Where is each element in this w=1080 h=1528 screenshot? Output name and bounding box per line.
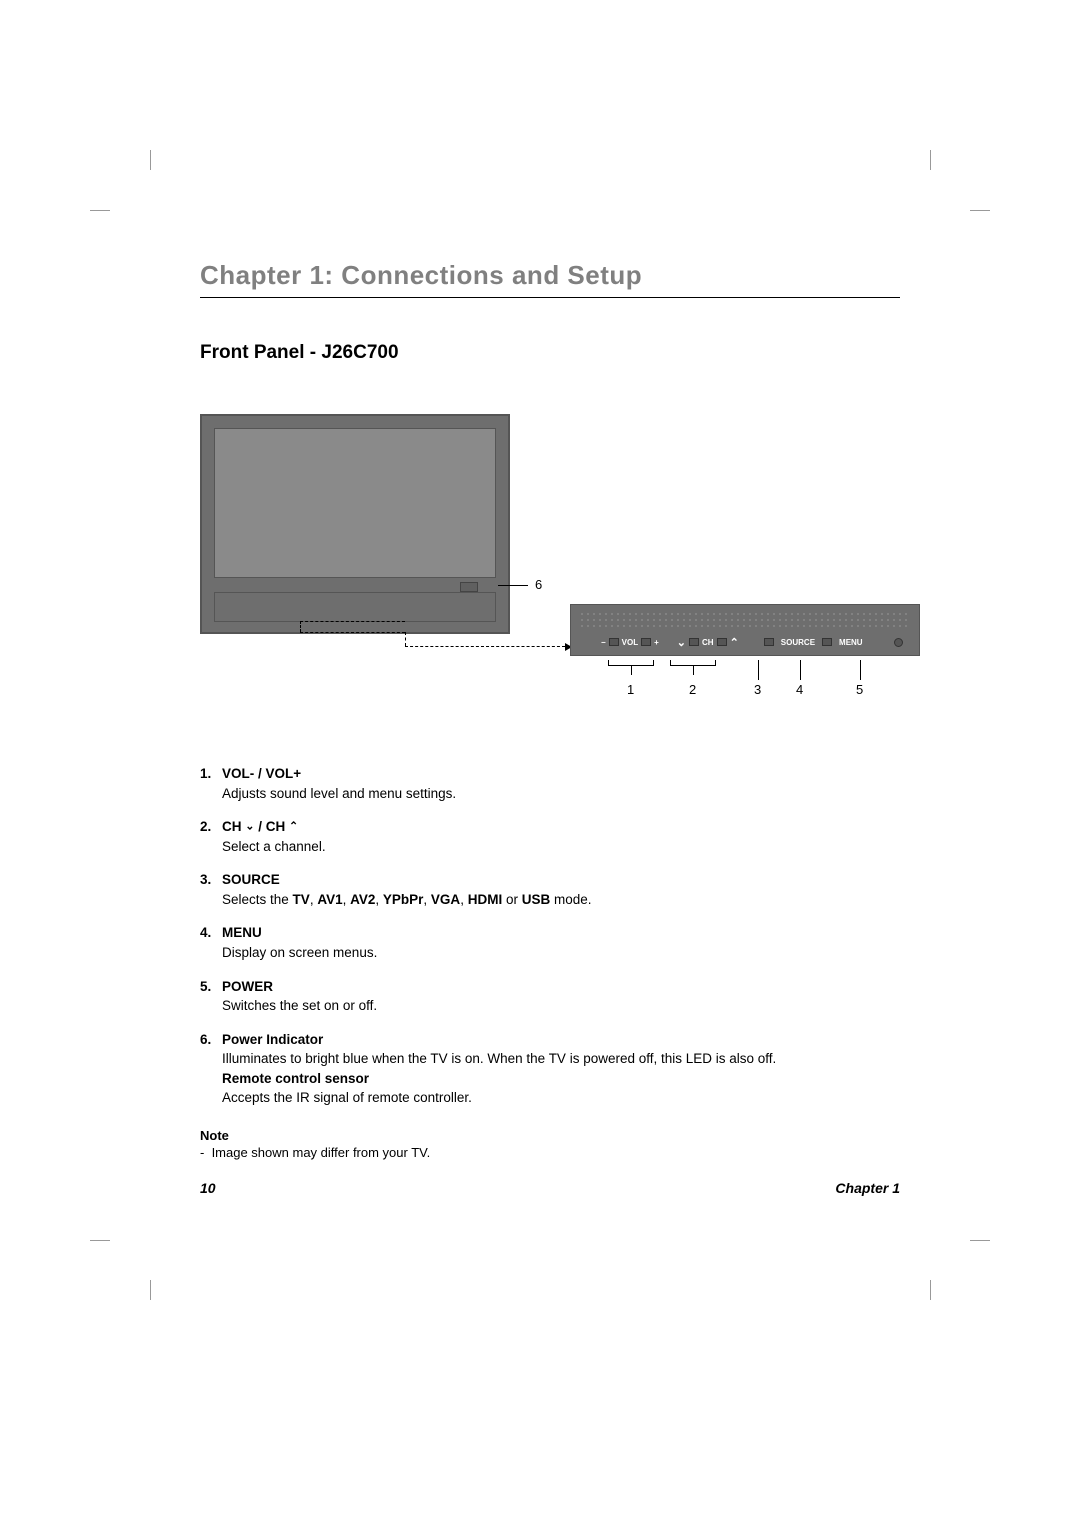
list-item: 6. Power Indicator Illuminates to bright… bbox=[200, 1030, 900, 1108]
item-title: SOURCE bbox=[222, 870, 900, 890]
power-button[interactable] bbox=[894, 638, 903, 647]
ch-down-button[interactable] bbox=[689, 638, 699, 646]
chevron-down-icon: ⌄ bbox=[677, 636, 686, 649]
callout-3-label: 3 bbox=[754, 682, 761, 697]
source-label: SOURCE bbox=[781, 638, 815, 647]
tv-speaker-bar bbox=[214, 592, 496, 622]
item-title: CH ⌄ / CH ⌃ bbox=[222, 817, 900, 837]
item-title: VOL- / VOL+ bbox=[222, 764, 900, 784]
note-block: Note - Image shown may differ from your … bbox=[200, 1128, 900, 1160]
dash bbox=[300, 621, 405, 622]
tv-screen bbox=[214, 428, 496, 578]
item-desc: Switches the set on or off. bbox=[222, 996, 900, 1016]
callout-2-label: 2 bbox=[689, 682, 696, 697]
item-desc: Illuminates to bright blue when the TV i… bbox=[222, 1049, 900, 1069]
note-line: - Image shown may differ from your TV. bbox=[200, 1145, 900, 1160]
speaker-grille-icon bbox=[579, 611, 911, 631]
callout-4-label: 4 bbox=[796, 682, 803, 697]
vol-text-label: VOL bbox=[622, 638, 638, 647]
footer-chapter-label: Chapter 1 bbox=[835, 1180, 900, 1196]
chevron-up-icon: ⌃ bbox=[289, 821, 298, 833]
chapter-title: Chapter 1: Connections and Setup bbox=[200, 260, 900, 298]
tv-illustration bbox=[200, 414, 510, 634]
item-desc: Display on screen menus. bbox=[222, 943, 900, 963]
callout-1-label: 1 bbox=[627, 682, 634, 697]
list-item: 5. POWER Switches the set on or off. bbox=[200, 977, 900, 1016]
callout-5-label: 5 bbox=[856, 682, 863, 697]
dash bbox=[300, 632, 405, 633]
item-subtitle: Remote control sensor bbox=[222, 1069, 900, 1089]
vol-down-button[interactable] bbox=[609, 638, 619, 646]
list-item: 1. VOL- / VOL+ Adjusts sound level and m… bbox=[200, 764, 900, 803]
chevron-up-icon: ⌃ bbox=[730, 636, 739, 649]
item-desc: Select a channel. bbox=[222, 837, 900, 857]
sensor-led-icon bbox=[460, 582, 478, 592]
list-item: 3. SOURCE Selects the TV, AV1, AV2, YPbP… bbox=[200, 870, 900, 909]
dash-arrow bbox=[405, 646, 565, 647]
ch-text-label: CH bbox=[702, 638, 714, 647]
item-desc: Adjusts sound level and menu settings. bbox=[222, 784, 900, 804]
item-title: POWER bbox=[222, 977, 900, 997]
tick bbox=[758, 660, 759, 680]
vol-up-button[interactable] bbox=[641, 638, 651, 646]
button-panel-detail: − VOL + ⌄ CH ⌃ SOURCE MENU bbox=[570, 604, 920, 656]
section-title: Front Panel - J26C700 bbox=[200, 342, 900, 364]
dash bbox=[300, 621, 301, 632]
vol-plus-label: + bbox=[654, 638, 659, 647]
item-title: MENU bbox=[222, 923, 900, 943]
bracket bbox=[608, 660, 654, 666]
item-subdesc: Accepts the IR signal of remote controll… bbox=[222, 1088, 900, 1108]
bracket bbox=[670, 660, 716, 666]
source-button[interactable] bbox=[764, 638, 774, 646]
list-item: 4. MENU Display on screen menus. bbox=[200, 923, 900, 962]
page-number: 10 bbox=[200, 1180, 216, 1196]
front-panel-figure: 6 − VOL + ⌄ CH ⌃ bbox=[200, 414, 900, 724]
menu-label: MENU bbox=[839, 638, 863, 647]
ch-up-button[interactable] bbox=[717, 638, 727, 646]
feature-list: 1. VOL- / VOL+ Adjusts sound level and m… bbox=[200, 764, 900, 1108]
vol-minus-label: − bbox=[601, 638, 606, 647]
dash bbox=[405, 632, 406, 646]
callout-6-label: 6 bbox=[535, 577, 542, 592]
menu-button[interactable] bbox=[822, 638, 832, 646]
page-footer: 10 Chapter 1 bbox=[200, 1180, 900, 1196]
tick bbox=[800, 660, 801, 680]
tick bbox=[860, 660, 861, 680]
list-item: 2. CH ⌄ / CH ⌃ Select a channel. bbox=[200, 817, 900, 856]
item-desc: Selects the TV, AV1, AV2, YPbPr, VGA, HD… bbox=[222, 890, 900, 910]
item-title: Power Indicator bbox=[222, 1030, 900, 1050]
note-heading: Note bbox=[200, 1128, 900, 1143]
callout-line bbox=[498, 585, 528, 586]
